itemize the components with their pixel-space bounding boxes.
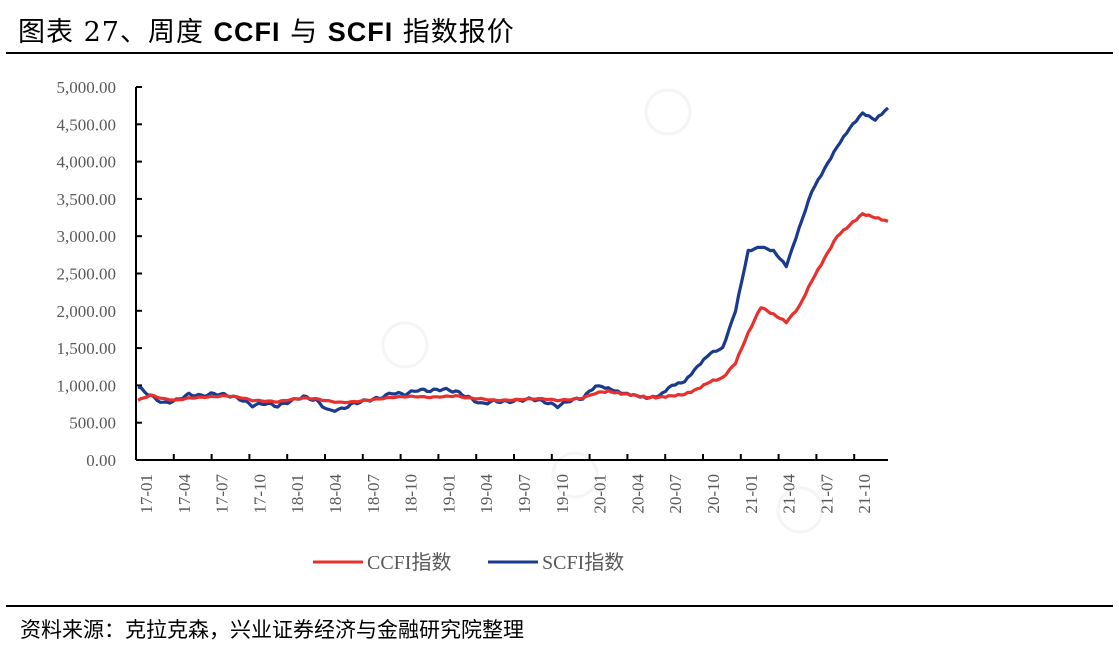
x-tick-label: 19-01 (439, 474, 458, 514)
title-prefix: 图表 27、周度 (18, 17, 214, 48)
x-tick-label: 19-07 (515, 474, 534, 514)
x-tick-label: 18-01 (288, 474, 307, 514)
x-tick-label: 21-07 (817, 474, 836, 514)
x-tick-label: 17-04 (175, 474, 194, 514)
x-tick-label: 17-07 (213, 474, 232, 514)
title-mid: 与 (280, 17, 328, 48)
x-tick-label: 18-07 (364, 474, 383, 514)
title-ccfi: CCFI (213, 17, 281, 47)
y-tick-label: 3,500.00 (57, 190, 117, 209)
scfi-line (137, 106, 890, 413)
figure-title: 图表 27、周度 CCFI 与 SCFI 指数报价 (18, 10, 515, 49)
legend-label: SCFI指数 (542, 551, 624, 574)
y-tick-label: 3,000.00 (57, 227, 117, 246)
y-tick-label: 2,500.00 (57, 265, 117, 284)
bottom-divider (6, 605, 1113, 607)
x-tick-label: 18-10 (402, 474, 421, 514)
x-tick-label: 21-10 (855, 474, 874, 514)
title-scfi: SCFI (327, 17, 394, 47)
y-tick-label: 4,500.00 (57, 115, 117, 134)
x-tick-label: 20-01 (591, 474, 610, 514)
y-tick-label: 1,000.00 (57, 376, 117, 395)
y-tick-label: 0.00 (86, 451, 116, 470)
x-tick-label: 20-10 (704, 474, 723, 514)
line-chart: 0.00 500.00 1,000.00 1,500.00 2,000.00 2,500.… (57, 78, 890, 574)
y-tick-label: 5,000.00 (57, 78, 117, 97)
x-tick-label: 18-04 (326, 474, 345, 514)
x-tick-label: 17-10 (250, 474, 269, 514)
legend-label: CCFI指数 (367, 551, 451, 574)
y-tick-label: 4,000.00 (57, 153, 117, 172)
x-tick-label: 17-01 (137, 474, 156, 514)
watermark (381, 88, 824, 534)
y-axis: 0.00 500.00 1,000.00 1,500.00 2,000.00 2,500.… (57, 78, 142, 470)
chart-legend: CCFI指数 SCFI指数 (313, 551, 624, 574)
title-suffix: 指数报价 (393, 17, 515, 48)
x-axis: 17-01 17-04 17-07 17-10 18-01 18-04 18-07 18-10… (136, 454, 888, 514)
series-lines (137, 106, 890, 413)
x-tick-label: 19-04 (477, 474, 496, 514)
top-divider (6, 52, 1113, 54)
x-tick-label: 19-10 (553, 474, 572, 514)
y-tick-label: 1,500.00 (57, 339, 117, 358)
source-note: 资料来源：克拉克森，兴业证券经济与金融研究院整理 (20, 618, 524, 642)
x-tick-label: 20-07 (666, 474, 685, 514)
ccfi-line (137, 212, 889, 405)
x-tick-label: 21-04 (780, 474, 799, 514)
y-tick-label: 500.00 (69, 414, 116, 433)
x-tick-label: 20-04 (628, 474, 647, 514)
y-tick-label: 2,000.00 (57, 302, 117, 321)
x-tick-label: 21-01 (742, 474, 761, 514)
